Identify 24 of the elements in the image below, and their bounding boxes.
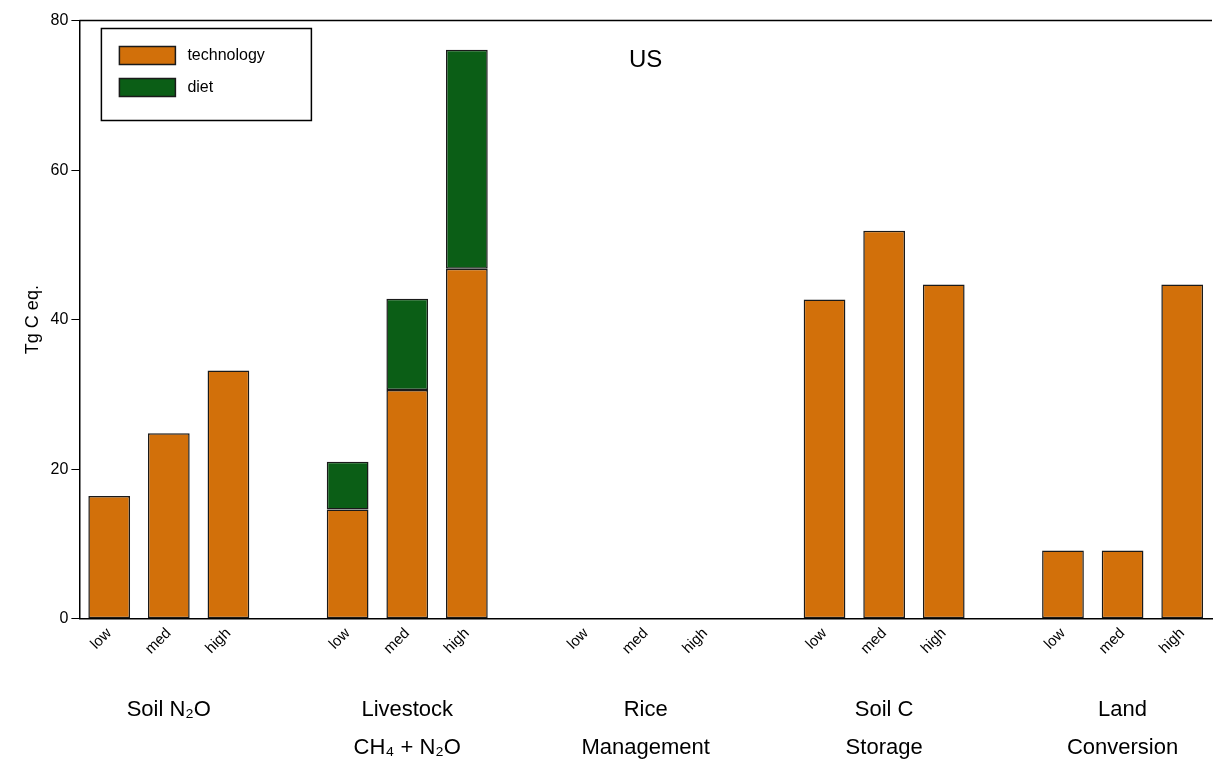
x-tick-label: low xyxy=(86,623,115,652)
legend-label: technology xyxy=(187,46,265,64)
y-tick-label: 60 xyxy=(50,160,69,178)
x-tick-label: high xyxy=(678,624,711,657)
y-tick-label: 20 xyxy=(50,459,69,477)
x-tick-label: low xyxy=(324,623,353,652)
text: Soil C Storage xyxy=(845,695,923,759)
legend-label: diet xyxy=(187,78,214,96)
text: Land Conversion xyxy=(1066,695,1179,759)
x-tick-label: high xyxy=(1155,624,1188,657)
x-tick-label: high xyxy=(916,624,949,657)
x-tick-label: high xyxy=(201,624,234,657)
y-axis-title: Tg C eq. xyxy=(21,285,42,355)
text: Rice Management xyxy=(581,695,710,759)
text: US xyxy=(629,45,663,73)
y-tick-label: 40 xyxy=(50,310,69,328)
x-tick-label: high xyxy=(439,624,472,657)
y-tick-label: 0 xyxy=(59,609,69,627)
text: Livestock CH₄ + N₂O xyxy=(353,695,461,759)
x-tick-label: low xyxy=(1040,623,1069,652)
y-tick-label: 80 xyxy=(50,11,69,29)
x-tick-label: low xyxy=(801,623,830,652)
x-tick-label: low xyxy=(563,623,592,652)
text: Soil N₂O xyxy=(126,695,211,721)
